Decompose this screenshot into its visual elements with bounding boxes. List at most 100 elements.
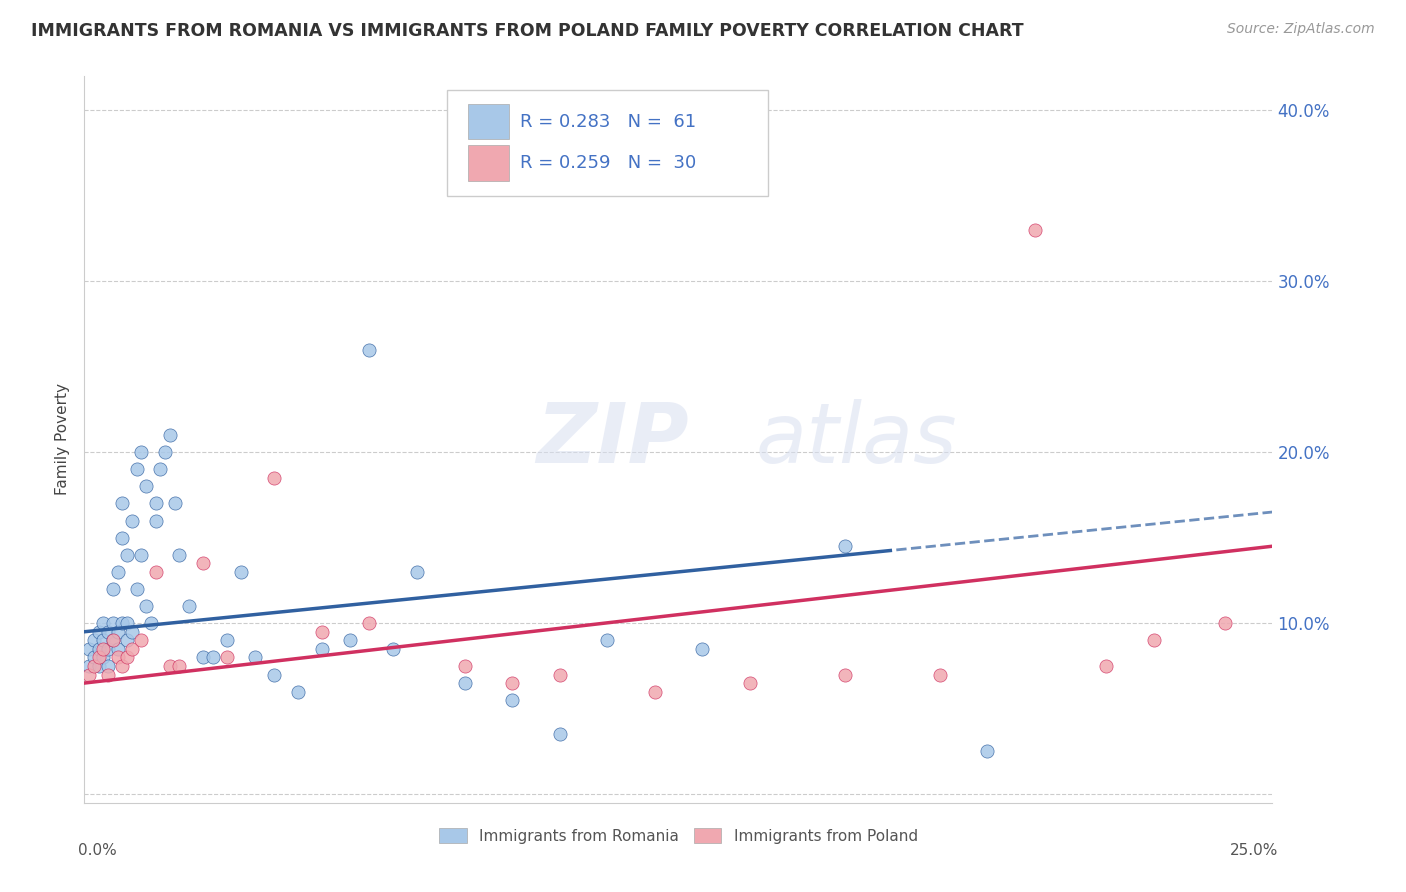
Point: [115, 616, 138, 631]
Point: [548, 727, 571, 741]
Point: [77, 659, 100, 673]
Point: [77, 667, 100, 681]
Point: [97, 624, 120, 639]
Point: [107, 650, 129, 665]
Point: [169, 659, 191, 673]
Point: [83, 633, 105, 648]
FancyBboxPatch shape: [468, 103, 509, 139]
Point: [548, 667, 571, 681]
Point: [501, 676, 523, 690]
Point: [153, 445, 176, 459]
Point: [131, 445, 153, 459]
Point: [121, 514, 143, 528]
Point: [177, 599, 200, 613]
Point: [135, 599, 157, 613]
Point: [83, 659, 105, 673]
Text: 0.0%: 0.0%: [79, 843, 117, 858]
Point: [215, 650, 238, 665]
Point: [87, 659, 110, 673]
Point: [359, 616, 381, 631]
Point: [145, 565, 167, 579]
FancyBboxPatch shape: [447, 90, 768, 195]
Point: [287, 684, 309, 698]
Point: [131, 633, 153, 648]
Point: [101, 633, 124, 648]
Point: [115, 650, 138, 665]
Point: [690, 641, 713, 656]
Point: [1024, 223, 1046, 237]
Point: [125, 462, 148, 476]
Point: [311, 624, 333, 639]
Point: [191, 650, 215, 665]
Point: [93, 641, 115, 656]
Point: [111, 659, 134, 673]
Point: [107, 624, 129, 639]
Point: [159, 428, 181, 442]
Text: atlas: atlas: [755, 399, 957, 480]
Point: [159, 659, 181, 673]
Point: [121, 641, 143, 656]
Point: [406, 565, 429, 579]
Point: [1095, 659, 1118, 673]
Point: [115, 633, 138, 648]
Point: [215, 633, 238, 648]
Text: 25.0%: 25.0%: [1230, 843, 1278, 858]
Point: [97, 641, 120, 656]
Point: [834, 539, 856, 553]
Point: [644, 684, 666, 698]
Point: [311, 641, 333, 656]
Point: [738, 676, 761, 690]
Point: [201, 650, 224, 665]
Point: [87, 624, 110, 639]
Point: [87, 641, 110, 656]
Point: [976, 744, 998, 758]
Point: [131, 548, 153, 562]
Text: Source: ZipAtlas.com: Source: ZipAtlas.com: [1227, 22, 1375, 37]
Point: [121, 624, 143, 639]
Point: [453, 676, 475, 690]
Point: [834, 667, 856, 681]
Point: [93, 633, 115, 648]
Point: [928, 667, 950, 681]
Point: [231, 565, 253, 579]
Point: [191, 557, 215, 571]
Point: [97, 667, 120, 681]
Point: [359, 343, 381, 357]
Point: [111, 496, 134, 510]
Point: [139, 616, 162, 631]
Point: [263, 667, 285, 681]
Y-axis label: Family Poverty: Family Poverty: [55, 384, 70, 495]
Point: [111, 616, 134, 631]
FancyBboxPatch shape: [468, 145, 509, 181]
Point: [107, 565, 129, 579]
Legend: Immigrants from Romania, Immigrants from Poland: Immigrants from Romania, Immigrants from…: [433, 822, 924, 850]
Point: [101, 616, 124, 631]
Point: [453, 659, 475, 673]
Point: [1213, 616, 1236, 631]
Point: [596, 633, 619, 648]
Text: IMMIGRANTS FROM ROMANIA VS IMMIGRANTS FROM POLAND FAMILY POVERTY CORRELATION CHA: IMMIGRANTS FROM ROMANIA VS IMMIGRANTS FR…: [31, 22, 1024, 40]
Point: [101, 582, 124, 596]
Point: [125, 582, 148, 596]
Point: [93, 616, 115, 631]
Point: [1143, 633, 1166, 648]
Point: [83, 650, 105, 665]
Point: [163, 496, 186, 510]
Point: [169, 548, 191, 562]
Point: [263, 471, 285, 485]
Point: [245, 650, 267, 665]
Point: [145, 514, 167, 528]
Point: [339, 633, 361, 648]
Point: [145, 496, 167, 510]
Point: [111, 531, 134, 545]
Text: R = 0.283   N =  61: R = 0.283 N = 61: [520, 112, 696, 130]
Text: ZIP: ZIP: [536, 399, 689, 480]
Text: R = 0.259   N =  30: R = 0.259 N = 30: [520, 154, 696, 172]
Point: [115, 548, 138, 562]
Point: [77, 641, 100, 656]
Point: [107, 641, 129, 656]
Point: [149, 462, 172, 476]
Point: [97, 659, 120, 673]
Point: [101, 633, 124, 648]
Point: [93, 650, 115, 665]
